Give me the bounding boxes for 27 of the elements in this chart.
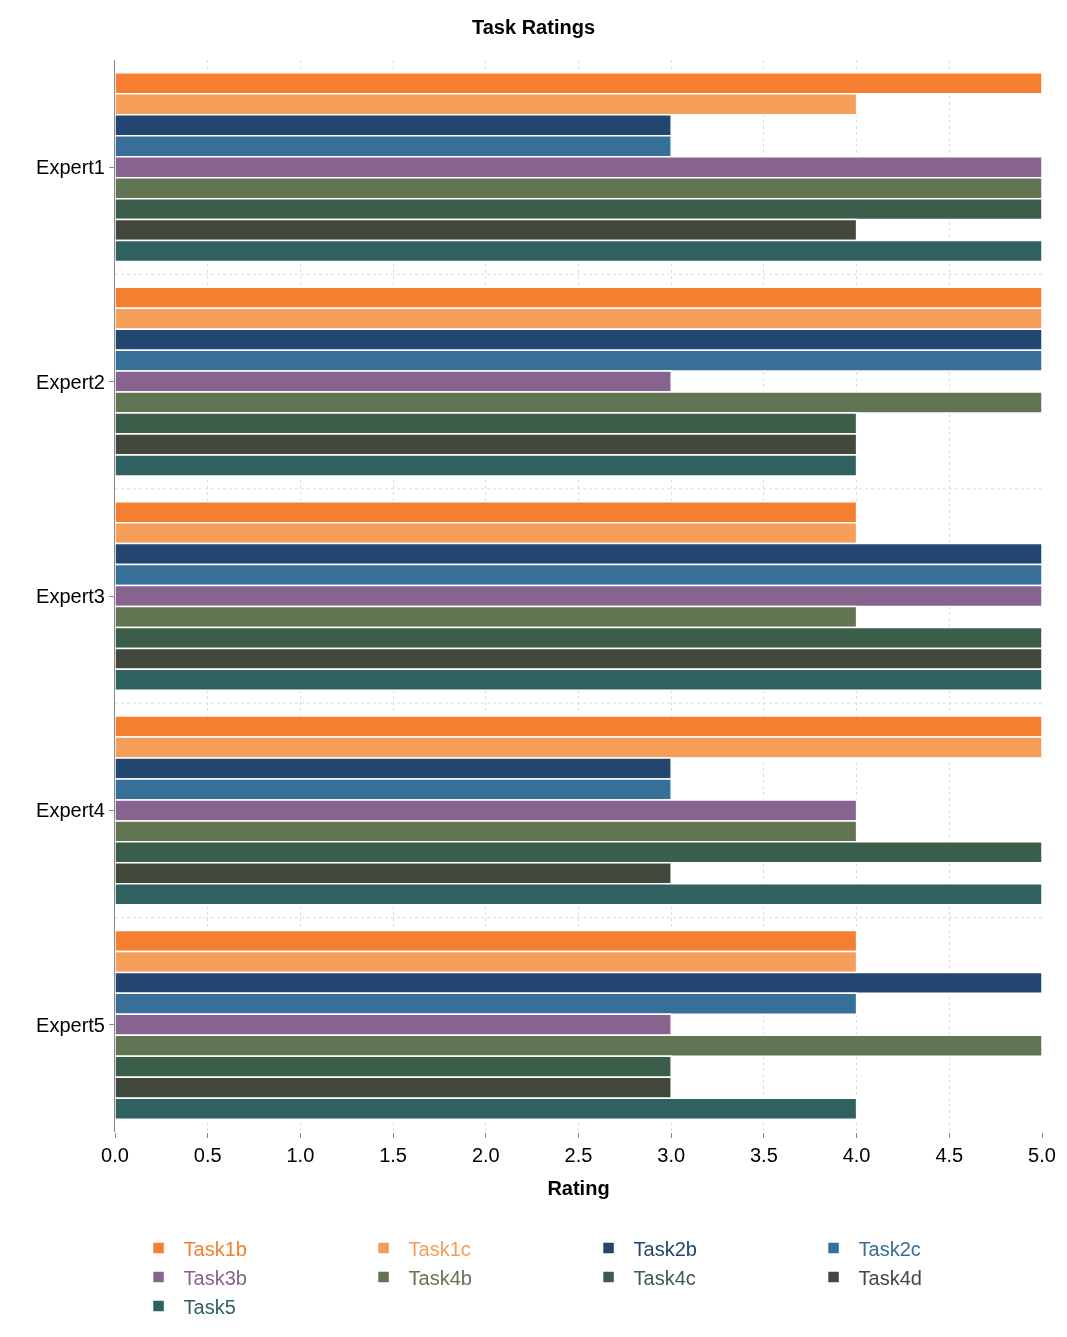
y-tick-label: Expert5 xyxy=(36,1013,105,1036)
y-tick-label: Expert1 xyxy=(36,156,105,179)
x-tick-label: 1.0 xyxy=(286,1144,315,1166)
legend-label: Task4d xyxy=(858,1266,922,1289)
x-tick-label: 0.0 xyxy=(101,1144,129,1166)
x-tick-label: 4.0 xyxy=(842,1144,871,1166)
x-tick-label: 4.5 xyxy=(935,1144,964,1166)
legend-label: Task1c xyxy=(408,1237,471,1260)
legend-label: Task4c xyxy=(633,1266,696,1289)
legend-label: Task3b xyxy=(183,1266,247,1289)
legend-label: Task5 xyxy=(183,1295,236,1318)
legend-label: Task4b xyxy=(408,1266,472,1289)
chart-title: Task Ratings xyxy=(472,16,595,39)
x-tick-label: 2.0 xyxy=(471,1144,500,1166)
y-tick-label: Expert2 xyxy=(36,370,105,393)
x-tick-label: 0.5 xyxy=(193,1144,222,1166)
x-tick-label: 3.5 xyxy=(749,1144,778,1166)
x-axis-title: Rating xyxy=(547,1176,610,1199)
x-tick-label: 3.0 xyxy=(657,1144,686,1166)
legend-label: Task1b xyxy=(183,1237,247,1260)
y-tick-label: Expert4 xyxy=(36,799,105,822)
x-tick-label: 1.5 xyxy=(379,1144,408,1166)
x-tick-label: 2.5 xyxy=(564,1144,593,1166)
legend-label: Task2b xyxy=(633,1237,697,1260)
legend-label: Task2c xyxy=(858,1237,921,1260)
y-tick-label: Expert3 xyxy=(36,585,105,607)
x-tick-label: 5.0 xyxy=(1028,1144,1056,1166)
